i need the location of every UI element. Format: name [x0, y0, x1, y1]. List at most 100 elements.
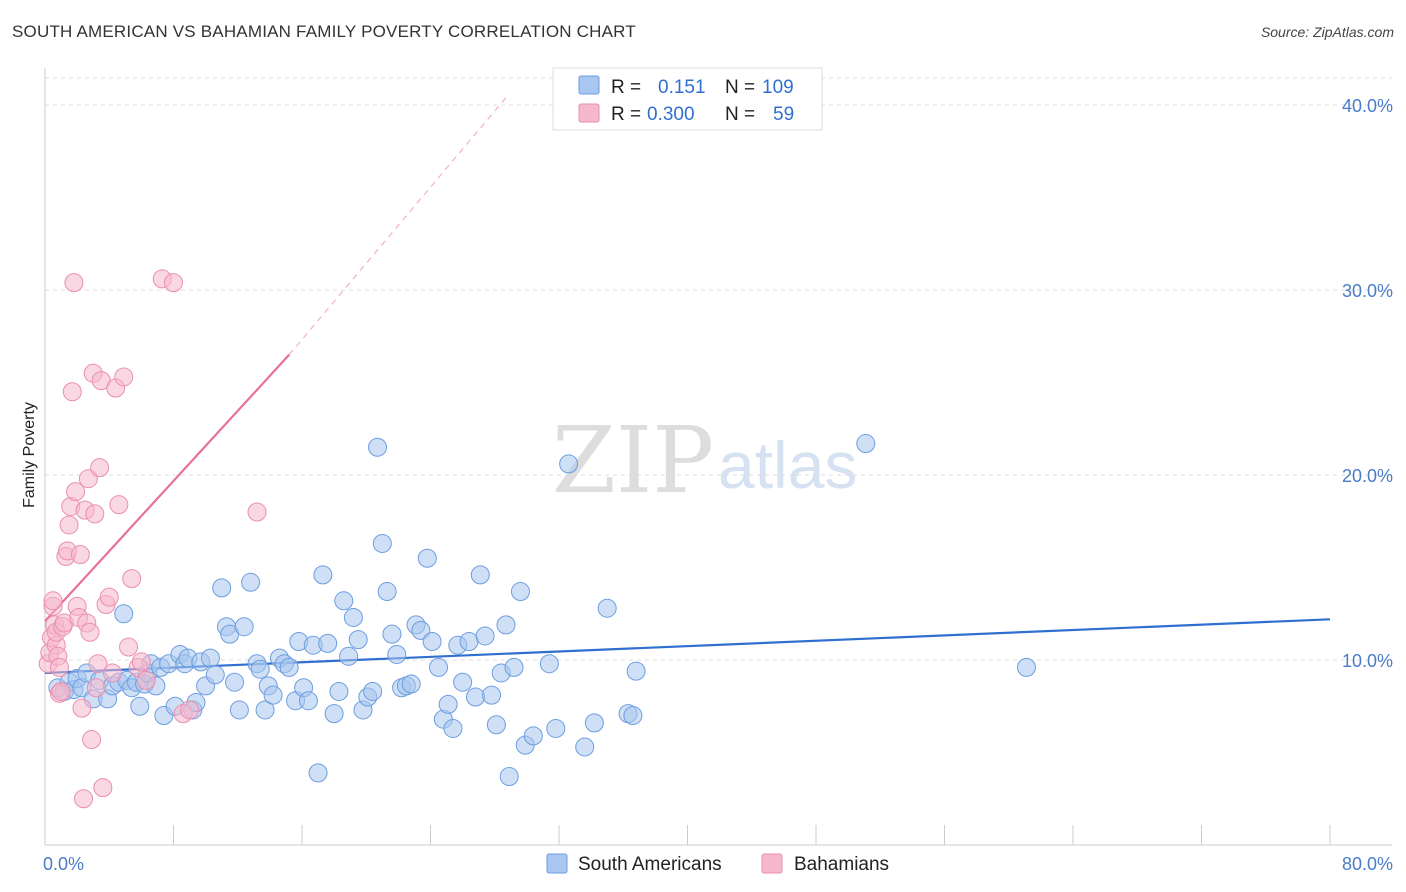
- point-south-americans-96: [523, 726, 543, 746]
- point-south-americans-57: [324, 704, 344, 724]
- point-bahamians-32: [85, 504, 105, 524]
- bahamians-points: [38, 269, 267, 809]
- point-south-americans-67: [372, 533, 392, 553]
- point-bahamians-39: [99, 587, 119, 607]
- point-bahamians-11: [51, 681, 71, 701]
- point-south-americans-100: [575, 737, 595, 757]
- point-bahamians-53: [247, 502, 267, 522]
- point-south-americans-73: [401, 674, 421, 694]
- point-bahamians-44: [119, 637, 139, 657]
- y-tick-label-30: 30.0%: [1342, 281, 1393, 301]
- point-bahamians-48: [136, 670, 156, 690]
- point-bahamians-52: [180, 700, 200, 720]
- point-bahamians-20: [66, 482, 86, 502]
- point-south-americans-43: [255, 700, 275, 720]
- point-bahamians-30: [82, 730, 102, 750]
- point-south-americans-76: [417, 548, 437, 568]
- point-south-americans-91: [496, 615, 516, 635]
- trend-line-bahamians: [44, 354, 290, 622]
- point-south-americans-84: [459, 632, 479, 651]
- point-south-americans-12: [114, 604, 134, 624]
- point-bahamians-40: [102, 663, 122, 683]
- point-south-americans-89: [486, 715, 506, 735]
- point-south-americans-105: [626, 661, 646, 681]
- y-tick-label-20: 20.0%: [1342, 466, 1393, 486]
- legend-r-value-pink: 0.300: [647, 104, 695, 125]
- point-south-americans-32: [200, 648, 220, 668]
- y-tick-label-10: 10.0%: [1342, 651, 1393, 671]
- legend-n-value-pink: 59: [773, 104, 794, 125]
- point-south-americans-37: [225, 672, 245, 692]
- legend-n-label-pink: N =: [725, 104, 755, 125]
- watermark-atlas: atlas: [718, 428, 857, 502]
- point-south-americans-55: [313, 565, 333, 585]
- point-bahamians-50: [164, 273, 183, 293]
- series-label-south-americans: South Americans: [578, 854, 722, 875]
- point-south-americans-38: [229, 700, 249, 720]
- point-south-americans-68: [377, 582, 397, 602]
- point-bahamians-37: [93, 778, 113, 798]
- point-bahamians-45: [122, 569, 142, 589]
- point-south-americans-98: [546, 718, 566, 738]
- point-south-americans-87: [475, 626, 495, 646]
- point-south-americans-33: [205, 665, 225, 685]
- legend-swatch-pink: [578, 103, 600, 123]
- point-south-americans-104: [623, 706, 643, 725]
- point-south-americans-60: [339, 646, 359, 666]
- point-south-americans-59: [334, 591, 354, 611]
- chart-title: SOUTH AMERICAN VS BAHAMIAN FAMILY POVERT…: [12, 22, 636, 41]
- point-south-americans-83: [453, 672, 473, 692]
- point-south-americans-77: [422, 632, 442, 651]
- point-south-americans-78: [429, 657, 449, 677]
- watermark-zip: ZIP: [552, 407, 714, 514]
- point-bahamians-29: [80, 622, 100, 642]
- point-south-americans-58: [329, 681, 349, 701]
- point-south-americans-34: [212, 578, 232, 598]
- point-south-americans-106: [856, 434, 876, 454]
- trend-line-bahamians-extension: [288, 95, 509, 356]
- point-south-americans-80: [438, 694, 458, 714]
- legend-n-value-blue: 109: [762, 77, 794, 98]
- point-bahamians-34: [88, 654, 108, 674]
- point-bahamians-19: [64, 273, 84, 293]
- point-south-americans-39: [234, 617, 254, 637]
- point-south-americans-99: [559, 454, 579, 474]
- point-south-americans-94: [510, 582, 530, 602]
- point-south-americans-48: [279, 657, 299, 677]
- point-bahamians-47: [131, 652, 151, 672]
- point-south-americans-69: [382, 624, 402, 644]
- point-bahamians-33: [86, 678, 106, 698]
- series-swatch-south-americans: [546, 853, 568, 874]
- x-tick-label-80: 80.0%: [1342, 854, 1393, 874]
- y-tick-label-40: 40.0%: [1342, 96, 1393, 116]
- point-south-americans-97: [539, 654, 559, 674]
- point-south-americans-102: [597, 598, 617, 618]
- point-south-americans-54: [308, 763, 328, 783]
- point-south-americans-62: [348, 630, 368, 650]
- grid-lines: [45, 77, 1392, 661]
- point-bahamians-18: [62, 382, 82, 402]
- point-south-americans-86: [470, 565, 490, 585]
- point-south-americans-16: [130, 696, 150, 716]
- point-bahamians-23: [70, 545, 90, 565]
- south-americans-points: [48, 434, 1036, 787]
- correlation-legend: R = 0.151 N = 109 R = 0.300 N = 59: [552, 67, 823, 131]
- point-south-americans-66: [367, 437, 387, 457]
- legend-n-label-blue: N =: [725, 77, 755, 98]
- legend-r-value-blue: 0.151: [658, 77, 706, 98]
- point-bahamians-35: [90, 458, 110, 478]
- point-south-americans-85: [465, 687, 485, 707]
- point-south-americans-92: [499, 767, 519, 787]
- point-bahamians-9: [49, 657, 69, 677]
- point-south-americans-52: [298, 691, 318, 711]
- legend-swatch-blue: [578, 75, 600, 95]
- trend-lines: [44, 95, 1331, 675]
- tick-labels: 10.0% 20.0% 30.0% 40.0% 0.0% 80.0%: [43, 96, 1393, 874]
- series-swatch-bahamians: [761, 853, 783, 874]
- point-bahamians-24: [72, 698, 92, 718]
- series-label-bahamians: Bahamians: [794, 854, 889, 875]
- point-bahamians-42: [109, 495, 129, 515]
- y-axis-label: Family Poverty: [21, 402, 38, 508]
- point-south-americans-56: [318, 633, 338, 653]
